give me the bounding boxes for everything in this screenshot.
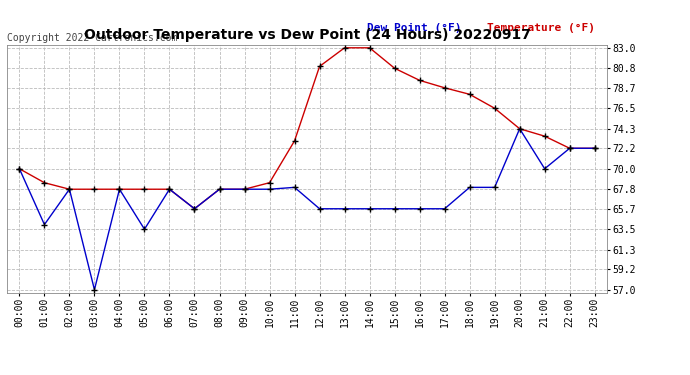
Text: Temperature (°F): Temperature (°F)	[487, 22, 595, 33]
Text: Copyright 2022 Cartronics.com: Copyright 2022 Cartronics.com	[7, 33, 177, 42]
Text: Dew Point (°F): Dew Point (°F)	[367, 22, 469, 33]
Title: Outdoor Temperature vs Dew Point (24 Hours) 20220917: Outdoor Temperature vs Dew Point (24 Hou…	[83, 28, 531, 42]
